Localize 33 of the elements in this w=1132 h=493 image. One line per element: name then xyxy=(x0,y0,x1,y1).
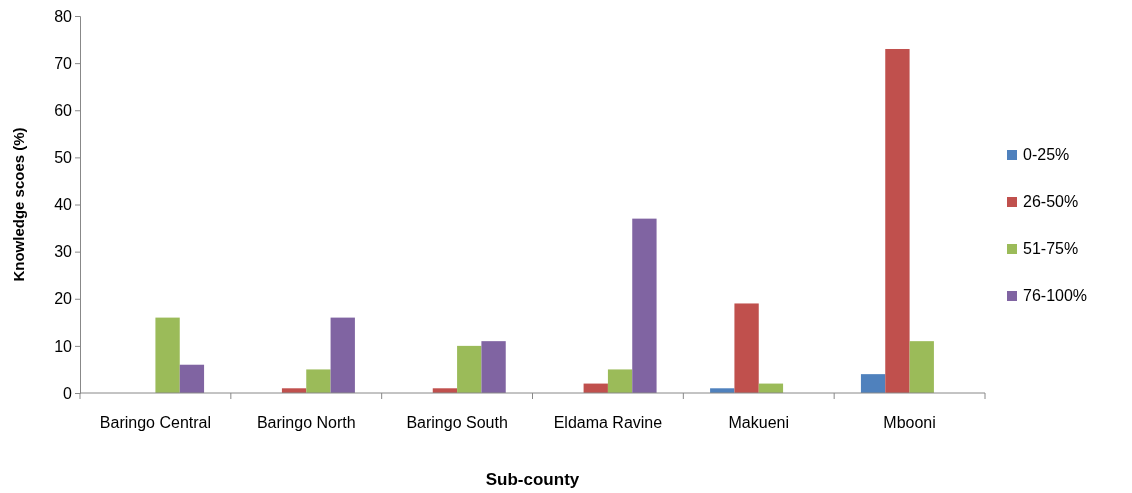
bar xyxy=(457,345,482,393)
bar xyxy=(885,48,910,393)
x-tick-label: Baringo Central xyxy=(99,414,211,431)
y-tick-label: 20 xyxy=(54,290,73,308)
y-tick-label: 80 xyxy=(54,7,73,25)
bar xyxy=(607,369,633,393)
y-tick-label: 50 xyxy=(54,148,73,166)
y-tick-label: 10 xyxy=(54,337,73,355)
x-axis-title: Sub-county xyxy=(485,470,580,489)
bar xyxy=(860,374,886,393)
bar xyxy=(909,341,934,393)
y-tick-label: 40 xyxy=(54,196,73,214)
x-tick-label: Mbooni xyxy=(883,414,936,431)
bar xyxy=(632,218,657,393)
x-tick-label: Eldama Ravine xyxy=(553,414,663,431)
x-tick-label: Baringo South xyxy=(406,414,508,431)
bar xyxy=(734,303,759,393)
bar xyxy=(306,369,331,393)
x-tick-label: Baringo North xyxy=(256,414,356,431)
legend-label: 26-50% xyxy=(1023,193,1079,210)
bar xyxy=(330,317,355,393)
bar xyxy=(155,317,180,393)
legend-label: 51-75% xyxy=(1023,240,1079,257)
bar xyxy=(179,364,205,393)
y-tick-label: 60 xyxy=(54,101,73,119)
legend-label: 76-100% xyxy=(1023,287,1088,304)
legend-label: 0-25% xyxy=(1023,146,1070,163)
y-tick-label: 70 xyxy=(54,54,73,72)
y-axis-title: Knowledge scoes (%) xyxy=(10,127,27,282)
y-tick-label: 0 xyxy=(63,384,73,402)
x-tick-label: Makueni xyxy=(728,414,789,431)
y-tick-label: 30 xyxy=(54,243,73,261)
bar xyxy=(481,341,506,393)
